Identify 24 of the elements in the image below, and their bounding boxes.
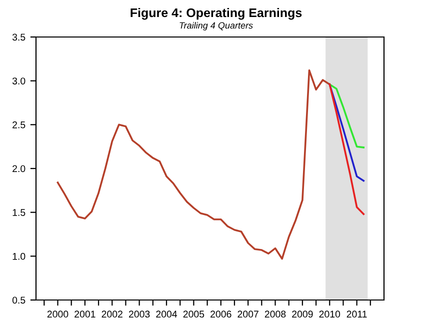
x-tick-label: 2004 [156,310,178,318]
y-tick-label: 1.5 [12,209,26,216]
line-series [328,83,365,148]
line-series [56,69,331,260]
y-tick-label: 3.0 [12,78,26,84]
x-tick-label: 2003 [128,310,150,318]
x-tick-label: 2007 [238,310,258,318]
x-tick-label: 2011 [346,310,367,318]
chart-subtitle: Trailing 4 Quarters [180,22,253,30]
x-tick-label: 2000 [47,310,68,318]
y-tick-label: 2.5 [12,121,26,128]
y-tick-label: 0.5 [12,296,26,304]
x-tick-label: 2001 [74,310,96,318]
y-tick-label: 3.5 [12,34,26,41]
y-tick-label: 2.0 [12,165,26,172]
x-tick-label: 2008 [264,310,286,318]
y-tick-label: 1.0 [12,252,26,260]
x-tick-label: 2010 [319,310,340,318]
x-tick-label: 2006 [210,310,232,318]
line-series [328,83,365,215]
x-tick-label: 2009 [292,310,313,318]
chart-title: Figure 4: Operating Earnings [130,8,302,20]
x-tick-label: 2002 [102,310,122,318]
x-tick-label: 2005 [183,310,204,318]
